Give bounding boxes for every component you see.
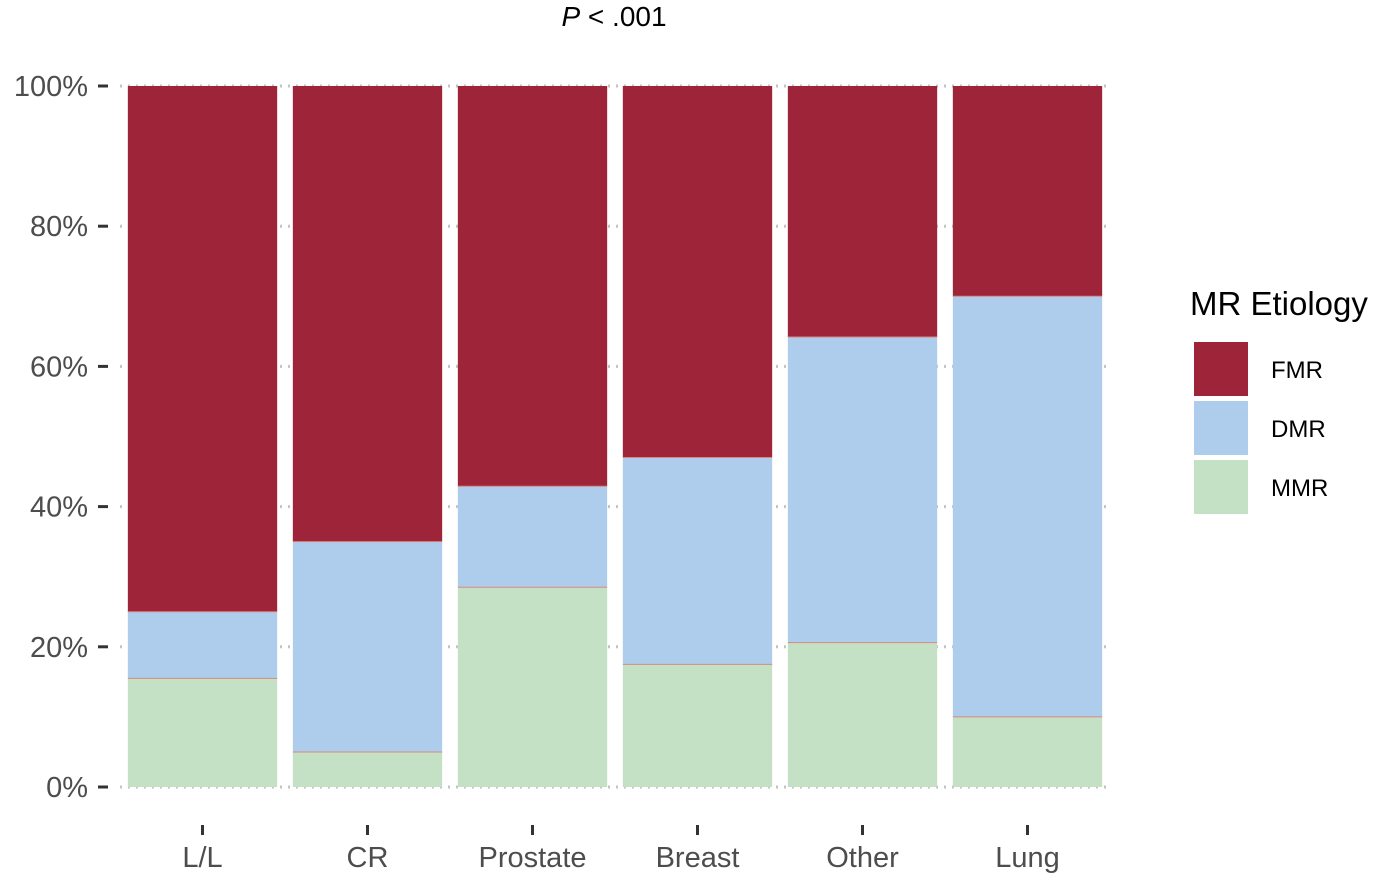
- y-tick-label: 0%: [46, 772, 88, 804]
- bar-segment-fmr: [622, 86, 773, 458]
- y-tick-label: 40%: [30, 492, 88, 524]
- bar-segment-dmr: [622, 457, 773, 665]
- bar-segment-mmr: [457, 587, 608, 787]
- x-tick-label: Other: [826, 842, 899, 874]
- legend-key-dmr: [1194, 401, 1248, 455]
- legend-label-dmr: DMR: [1271, 416, 1326, 443]
- y-tick-label: 60%: [30, 351, 88, 383]
- legend: MR Etiology FMR DMR MMR: [1190, 285, 1368, 514]
- y-axis: 0% 20% 40% 60% 80% 100%: [14, 71, 108, 804]
- bar-segment-mmr: [787, 642, 938, 787]
- x-tick-label: Lung: [995, 842, 1060, 874]
- title-p: P: [561, 1, 580, 32]
- legend-key-mmr: [1194, 460, 1248, 514]
- bars-layer: [127, 86, 1103, 787]
- x-tick-label: L/L: [182, 842, 222, 874]
- x-tick-label: Breast: [656, 842, 740, 874]
- bar-segment-dmr: [952, 296, 1103, 717]
- legend-title: MR Etiology: [1190, 285, 1368, 322]
- y-tick-label: 100%: [14, 71, 88, 103]
- legend-key-fmr: [1194, 342, 1248, 396]
- y-tick-label: 20%: [30, 632, 88, 664]
- legend-label-mmr: MMR: [1271, 475, 1328, 502]
- bar-segment-mmr: [127, 678, 278, 787]
- bar-segment-mmr: [622, 664, 773, 787]
- chart-title: P < .001: [561, 1, 666, 32]
- legend-items: FMR DMR MMR: [1194, 342, 1328, 514]
- bar-segment-dmr: [457, 486, 608, 588]
- legend-label-fmr: FMR: [1271, 357, 1323, 384]
- title-rest: < .001: [580, 1, 666, 32]
- bar-segment-fmr: [127, 86, 278, 612]
- bar-segment-fmr: [952, 86, 1103, 297]
- y-tick-label: 80%: [30, 211, 88, 243]
- bar-segment-dmr: [787, 336, 938, 643]
- x-tick-label: Prostate: [479, 842, 587, 874]
- x-axis: L/L CR Prostate Breast Other Lung: [182, 825, 1060, 874]
- bar-segment-mmr: [952, 716, 1103, 787]
- bar-segment-fmr: [292, 86, 443, 542]
- bar-segment-mmr: [292, 751, 443, 787]
- x-tick-label: CR: [347, 842, 389, 874]
- bar-segment-fmr: [787, 86, 938, 337]
- bar-segment-dmr: [127, 611, 278, 679]
- bar-segment-dmr: [292, 541, 443, 752]
- grid-layer: [120, 84, 1110, 789]
- bar-segment-fmr: [457, 86, 608, 487]
